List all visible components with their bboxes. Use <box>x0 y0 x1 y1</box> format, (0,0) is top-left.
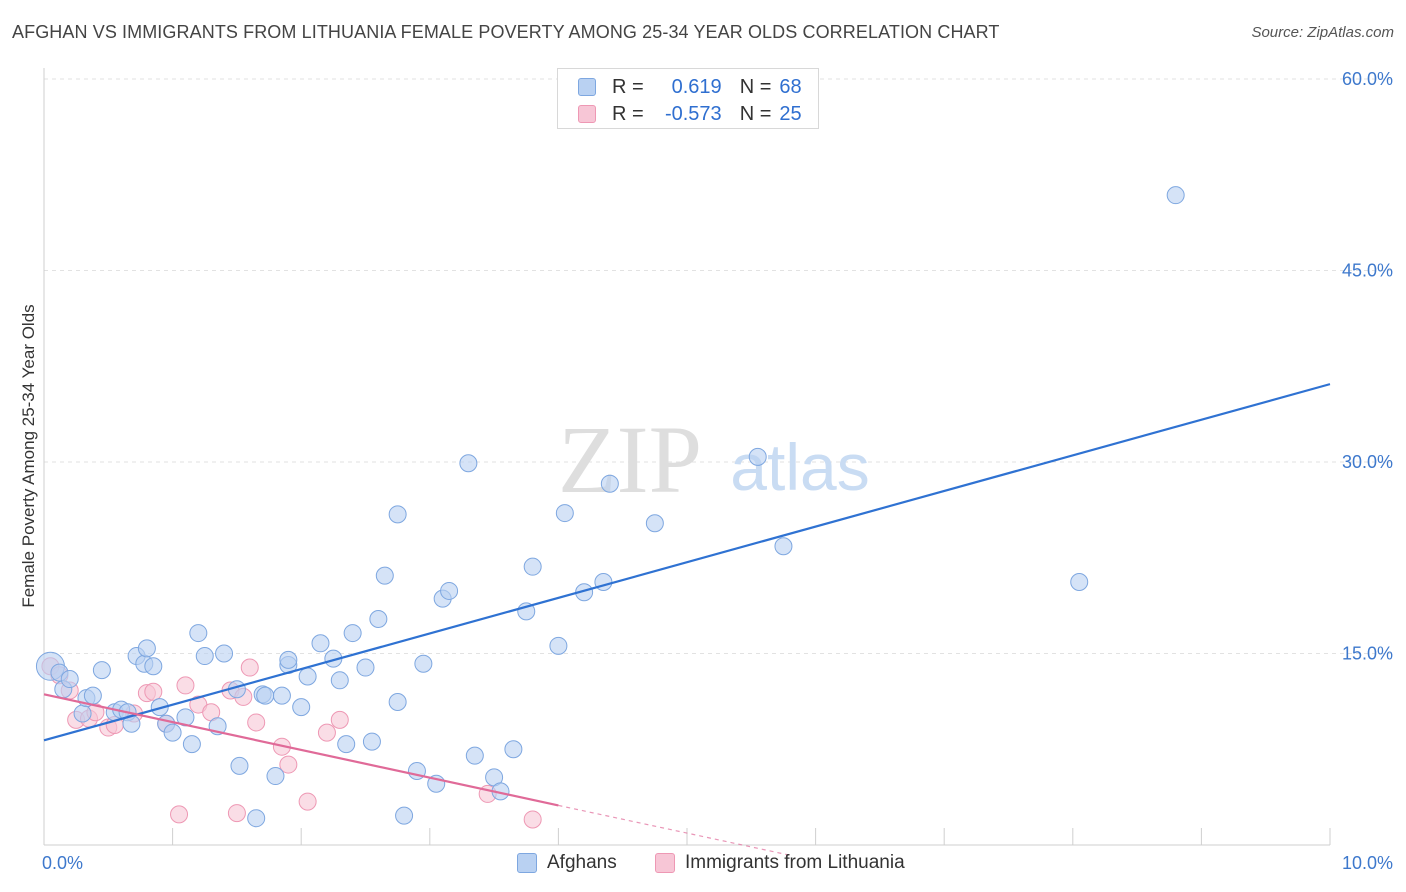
afghan-point <box>600 474 619 493</box>
r-label: R = <box>612 75 644 98</box>
afghan-point <box>523 557 542 576</box>
legend-row-afghans: R = 0.619 N = 68 <box>578 74 802 100</box>
y-tick-label: 45.0% <box>1342 261 1393 281</box>
lithuania-point <box>330 710 349 729</box>
afghan-point <box>144 657 163 676</box>
correlation-legend: R = 0.619 N = 68 R = -0.573 N = 25 <box>557 68 819 129</box>
lithuania-point <box>170 805 189 824</box>
afghan-point <box>414 654 433 673</box>
n-value: 25 <box>779 102 802 125</box>
y-axis-label: Female Poverty Among 25-34 Year Olds <box>19 304 38 607</box>
afghan-point <box>247 809 266 828</box>
afghan-point <box>266 767 285 786</box>
n-value: 68 <box>779 75 802 98</box>
afghan-point <box>1070 573 1089 592</box>
y-tick-label: 30.0% <box>1342 452 1393 472</box>
afghan-legend-label: Afghans <box>547 852 617 873</box>
lithuania-point <box>144 682 163 701</box>
afghan-point <box>83 686 102 705</box>
afghan-point <box>292 698 311 717</box>
afghan-point <box>459 454 478 473</box>
afghan-point <box>343 624 362 643</box>
afghan-point <box>163 723 182 742</box>
grid-lines <box>44 78 1392 654</box>
lithuania-point <box>317 723 336 742</box>
chart-title: AFGHAN VS IMMIGRANTS FROM LITHUANIA FEMA… <box>12 22 1000 42</box>
n-label: N = <box>739 102 772 125</box>
r-value: -0.573 <box>664 102 722 125</box>
x-tick-label: 10.0% <box>1342 853 1393 873</box>
legend-row-lithuania: R = -0.573 N = 25 <box>578 101 802 127</box>
afghan-swatch <box>578 78 596 96</box>
afghan-point <box>256 686 275 705</box>
watermark: ZIP atlas <box>558 406 870 513</box>
afghan-point <box>73 704 92 723</box>
afghan-point <box>137 639 156 658</box>
watermark-zip: ZIP <box>558 406 702 513</box>
lithuania-point <box>247 713 266 732</box>
afghan-legend-swatch <box>517 853 537 873</box>
afghan-point <box>1166 186 1185 205</box>
afghan-point <box>311 634 330 653</box>
source-label: Source: ZipAtlas.com <box>1251 24 1394 41</box>
afghan-point <box>375 566 394 585</box>
lithuania-point <box>240 658 259 677</box>
afghan-point <box>549 636 568 655</box>
afghan-point <box>388 505 407 524</box>
afghan-point <box>279 650 298 669</box>
trend-lines <box>43 383 1331 856</box>
afghan-point <box>195 647 214 666</box>
lithuania-point <box>298 792 317 811</box>
x-tick-label: 0.0% <box>42 853 83 873</box>
afghan-point <box>645 514 664 533</box>
series-legend: Afghans Immigrants from Lithuania <box>0 852 1406 878</box>
afghan-point <box>189 624 208 643</box>
afghan-point <box>356 658 375 677</box>
afghan-point <box>92 661 111 680</box>
legend-item-afghans: Afghans <box>517 852 617 874</box>
afghan-point <box>440 581 459 600</box>
afghan-point <box>230 756 249 775</box>
lithuania-legend-swatch <box>655 853 675 873</box>
afghan-trend-line <box>43 383 1331 742</box>
y-tick-label: 15.0% <box>1342 644 1393 664</box>
lithuania-swatch <box>578 105 596 123</box>
afghan-point <box>337 735 356 754</box>
afghan-point <box>215 644 234 663</box>
lithuania-point <box>279 755 298 774</box>
legend-item-lithuania: Immigrants from Lithuania <box>655 852 905 874</box>
afghan-point <box>465 746 484 765</box>
afghan-point <box>362 732 381 751</box>
afghan-point <box>395 806 414 825</box>
watermark-atlas: atlas <box>730 430 869 504</box>
y-tick-label: 60.0% <box>1342 69 1393 89</box>
lithuania-point <box>227 804 246 823</box>
afghan-point <box>504 740 523 759</box>
lithuania-trend-extension <box>558 804 791 856</box>
lithuania-legend-label: Immigrants from Lithuania <box>685 852 905 873</box>
lithuania-point <box>176 676 195 695</box>
afghan-point <box>298 667 317 686</box>
lithuania-point <box>523 810 542 829</box>
afghan-point <box>60 670 79 689</box>
afghan-point <box>272 686 291 705</box>
afghan-point <box>182 735 201 754</box>
afghan-points <box>35 186 1185 828</box>
n-label: N = <box>739 75 772 98</box>
tick-labels: 15.0% 30.0% 45.0% 60.0% 0.0% 10.0% <box>42 69 1393 873</box>
afghan-point <box>369 610 388 629</box>
axes <box>43 68 1331 846</box>
afghan-point <box>774 537 793 556</box>
afghan-point <box>555 504 574 523</box>
r-value: 0.619 <box>671 75 722 98</box>
lithuania-points <box>41 657 542 829</box>
afghan-point <box>388 693 407 712</box>
lithuania-trend-line <box>43 693 559 807</box>
afghan-point <box>330 671 349 690</box>
afghan-point <box>748 447 767 466</box>
r-label: R = <box>612 102 644 125</box>
